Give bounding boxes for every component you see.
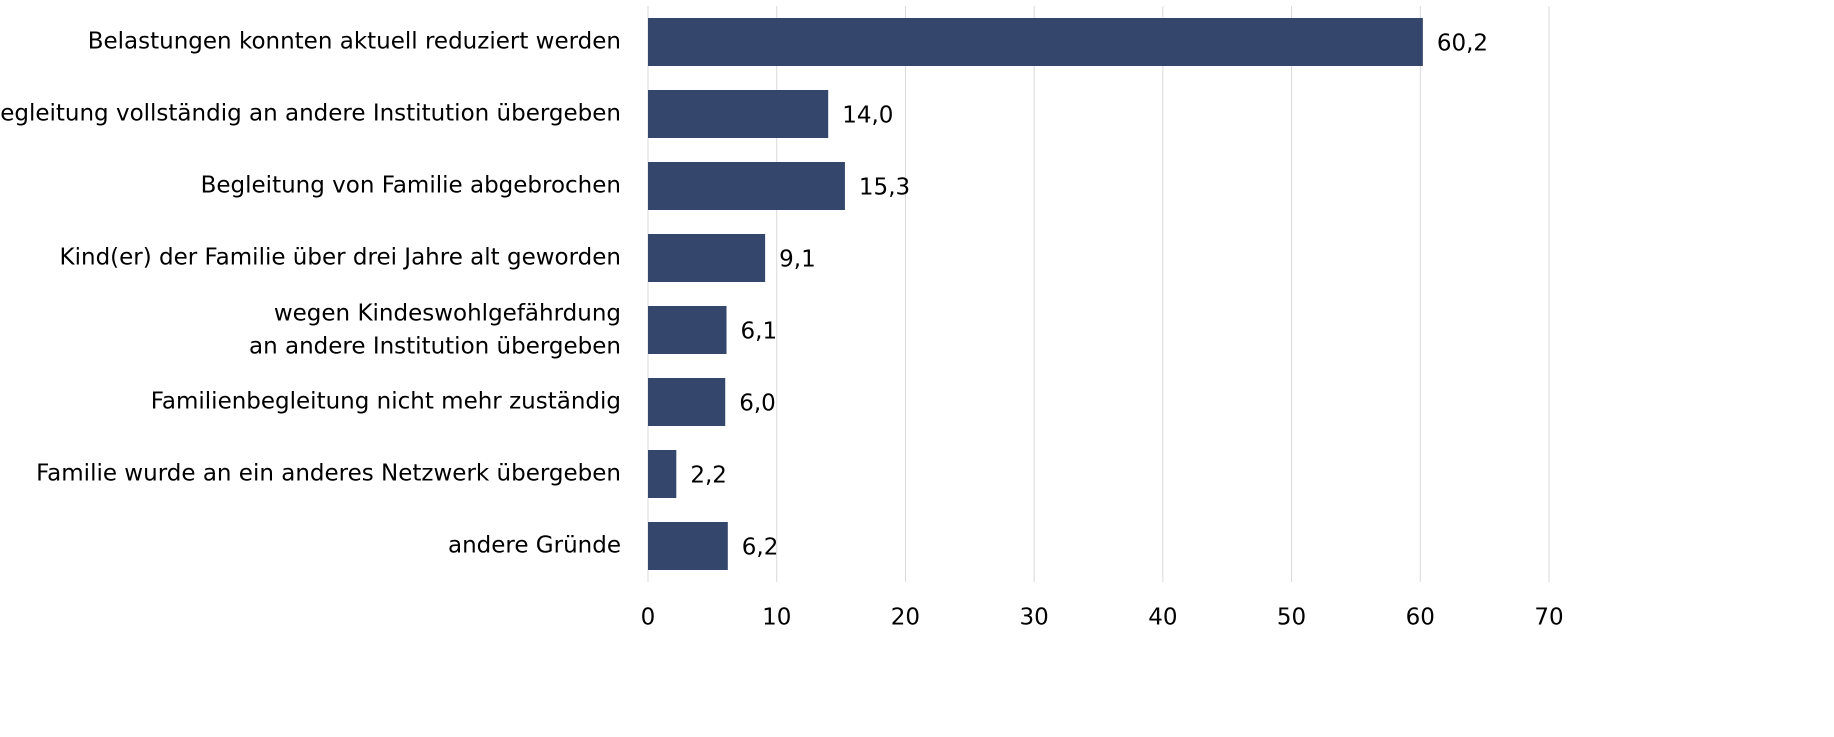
y-tick-label: Belastungen konnten aktuell reduziert we… xyxy=(88,29,621,55)
y-tick-label: Begleitung von Familie abgebrochen xyxy=(201,173,621,199)
x-tick-label: 30 xyxy=(1020,605,1049,631)
y-tick-label: Begleitung vollständig an andere Institu… xyxy=(0,101,621,127)
value-label: 6,2 xyxy=(742,535,779,561)
x-tick-label: 50 xyxy=(1277,605,1306,631)
y-tick-label: Familie wurde an ein anderes Netzwerk üb… xyxy=(36,461,621,487)
bar xyxy=(648,234,766,282)
value-label: 6,0 xyxy=(739,391,776,417)
value-label: 60,2 xyxy=(1437,31,1488,57)
x-tick-label: 10 xyxy=(762,605,791,631)
x-tick-label: 0 xyxy=(641,605,656,631)
value-label: 14,0 xyxy=(842,103,893,129)
y-tick-label: andere Gründe xyxy=(448,533,621,559)
value-label: 6,1 xyxy=(741,319,778,345)
x-tick-label: 70 xyxy=(1534,605,1563,631)
value-label: 15,3 xyxy=(859,175,910,201)
x-tick-label: 60 xyxy=(1406,605,1435,631)
bar xyxy=(648,306,727,354)
value-label: 9,1 xyxy=(779,247,816,273)
bar xyxy=(648,450,677,498)
bar xyxy=(648,378,726,426)
bar xyxy=(648,162,845,210)
x-tick-label: 20 xyxy=(891,605,920,631)
bar xyxy=(648,522,728,570)
y-tick-label: wegen Kindeswohlgefährdung an andere Inst… xyxy=(249,300,621,359)
value-label: 2,2 xyxy=(690,463,727,489)
y-tick-label: Familienbegleitung nicht mehr zuständig xyxy=(151,389,621,415)
x-tick-label: 40 xyxy=(1148,605,1177,631)
bar xyxy=(648,90,829,138)
y-tick-label: Kind(er) der Familie über drei Jahre alt… xyxy=(60,245,621,271)
bar xyxy=(648,18,1423,66)
